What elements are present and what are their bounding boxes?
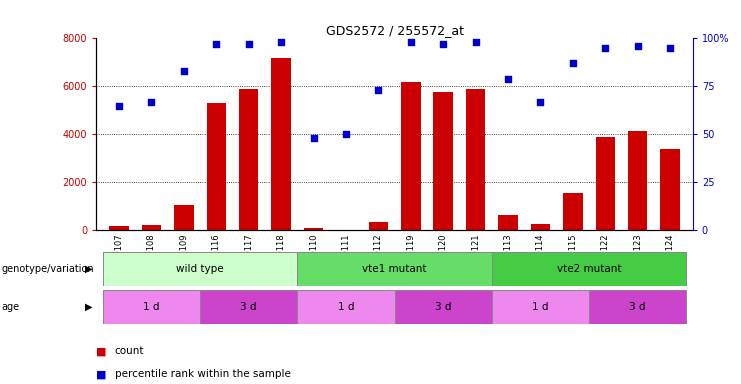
- Title: GDS2572 / 255572_at: GDS2572 / 255572_at: [325, 24, 464, 37]
- Point: [567, 60, 579, 66]
- Bar: [589, 290, 686, 324]
- Text: count: count: [115, 346, 144, 356]
- Point: [210, 41, 222, 47]
- Bar: [498, 215, 518, 230]
- Text: genotype/variation: genotype/variation: [1, 264, 94, 274]
- Bar: [103, 290, 200, 324]
- Bar: [207, 103, 226, 230]
- Bar: [531, 224, 550, 230]
- Bar: [297, 290, 395, 324]
- Bar: [466, 89, 485, 230]
- Bar: [239, 89, 259, 230]
- Point: [178, 68, 190, 74]
- Point: [340, 131, 352, 137]
- Text: percentile rank within the sample: percentile rank within the sample: [115, 369, 290, 379]
- Bar: [271, 58, 290, 230]
- Point: [145, 99, 157, 105]
- Bar: [200, 290, 297, 324]
- Bar: [492, 290, 589, 324]
- Bar: [628, 131, 648, 230]
- Text: wild type: wild type: [176, 264, 224, 274]
- Text: age: age: [1, 302, 19, 312]
- Text: ▶: ▶: [85, 264, 93, 274]
- Point: [502, 76, 514, 82]
- Bar: [492, 252, 686, 286]
- Text: 3 d: 3 d: [240, 302, 257, 312]
- Point: [664, 45, 676, 51]
- Text: 1 d: 1 d: [532, 302, 549, 312]
- Bar: [401, 81, 420, 230]
- Text: ■: ■: [96, 346, 107, 356]
- Bar: [103, 252, 297, 286]
- Point: [534, 99, 546, 105]
- Point: [308, 135, 319, 141]
- Bar: [563, 193, 582, 230]
- Text: ▶: ▶: [85, 302, 93, 312]
- Bar: [433, 93, 453, 230]
- Text: 1 d: 1 d: [143, 302, 160, 312]
- Point: [373, 87, 385, 93]
- Point: [470, 39, 482, 45]
- Bar: [368, 222, 388, 230]
- Point: [437, 41, 449, 47]
- Text: 1 d: 1 d: [338, 302, 354, 312]
- Bar: [110, 225, 129, 230]
- Bar: [304, 227, 323, 230]
- Bar: [174, 205, 193, 230]
- Text: vte2 mutant: vte2 mutant: [556, 264, 622, 274]
- Point: [632, 43, 644, 49]
- Bar: [596, 137, 615, 230]
- Point: [275, 39, 287, 45]
- Bar: [297, 252, 492, 286]
- Bar: [395, 290, 492, 324]
- Point: [243, 41, 255, 47]
- Text: 3 d: 3 d: [435, 302, 451, 312]
- Text: vte1 mutant: vte1 mutant: [362, 264, 427, 274]
- Point: [599, 45, 611, 51]
- Text: 3 d: 3 d: [629, 302, 646, 312]
- Text: ■: ■: [96, 369, 107, 379]
- Point: [405, 39, 416, 45]
- Point: [113, 103, 125, 109]
- Bar: [660, 149, 680, 230]
- Bar: [142, 225, 161, 230]
